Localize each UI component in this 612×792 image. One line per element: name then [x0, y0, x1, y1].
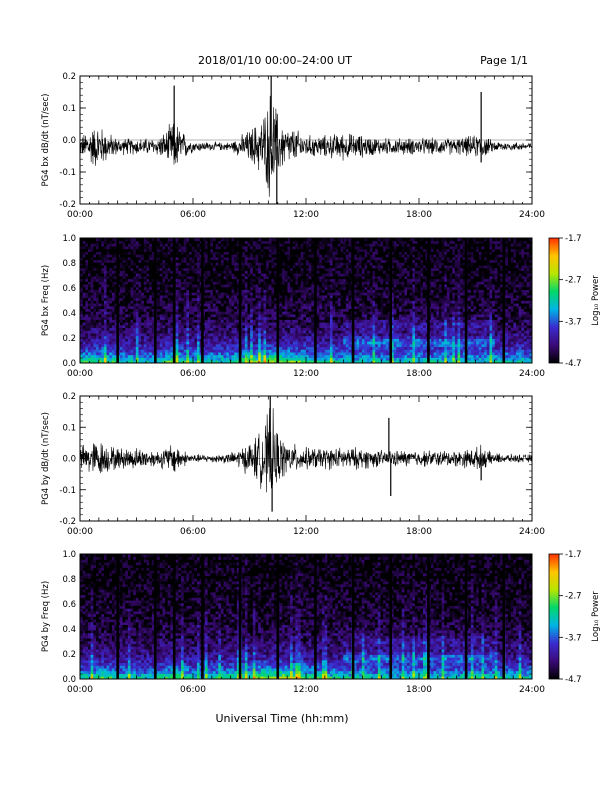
- data-gap-band: [351, 238, 355, 363]
- colorbar-tick-label: -1.7: [565, 234, 582, 244]
- data-gap-band: [238, 554, 242, 679]
- data-gap-band: [389, 554, 393, 679]
- x-tick-label: 00:00: [67, 369, 93, 379]
- data-gap-band: [464, 238, 468, 363]
- y-tick-label: 0.2: [62, 72, 76, 82]
- data-gap-band: [427, 238, 430, 363]
- spectrogram-heatmap: [80, 554, 533, 680]
- x-axis-label: Universal Time (hh:mm): [216, 712, 349, 725]
- y-tick-label: 0.0: [62, 359, 76, 369]
- y-tick-label: -0.2: [59, 200, 76, 210]
- colorbar-tick-label: -2.7: [565, 592, 582, 602]
- y-axis-label: PG4 by dB/dt (nT/sec): [41, 412, 51, 505]
- x-tick-label: 06:00: [180, 527, 206, 537]
- y-tick-label: 0.1: [62, 104, 76, 114]
- data-gap-band: [427, 554, 430, 679]
- x-tick-label: 12:00: [293, 210, 319, 220]
- page-title: 2018/01/10 00:00–24:00 UT: [198, 54, 352, 67]
- data-gap-band: [238, 238, 242, 363]
- data-gap-band: [314, 238, 317, 363]
- x-tick-label: 18:00: [406, 210, 432, 220]
- y-tick-label: 0.0: [62, 675, 76, 685]
- colorbar: [548, 237, 560, 364]
- data-gap-band: [502, 554, 506, 679]
- data-gap-band: [389, 238, 393, 363]
- data-gap-band: [172, 238, 176, 363]
- colorbar-label: Log₁₀ Power: [591, 591, 601, 642]
- data-gap-band: [201, 554, 204, 679]
- x-tick-label: 12:00: [293, 369, 319, 379]
- x-tick-label: 00:00: [67, 527, 93, 537]
- y-tick-label: -0.1: [59, 486, 76, 496]
- x-tick-label: 06:00: [180, 685, 206, 695]
- data-gap-band: [201, 238, 204, 363]
- y-tick-label: 0.6: [62, 284, 76, 294]
- x-tick-label: 12:00: [293, 527, 319, 537]
- data-gap-band: [116, 554, 119, 679]
- data-gap-band: [276, 554, 280, 679]
- colorbar-tick-label: -4.7: [565, 675, 582, 685]
- data-gap-band: [154, 554, 157, 679]
- bx-spectrogram-panel: 00:00 06:00 12:00 18:00 24:00 1.0 0.8 0.6 0.4 0.2…: [41, 234, 601, 379]
- y-axis-label: PG4 bx Freq (Hz): [41, 265, 51, 336]
- colorbar-tick-label: -4.7: [565, 359, 582, 369]
- y-tick-label: 0.4: [62, 625, 76, 635]
- data-gap-band: [172, 554, 176, 679]
- data-gap-band: [154, 238, 157, 363]
- x-tick-label: 06:00: [180, 369, 206, 379]
- y-tick-label: 1.0: [62, 234, 76, 244]
- waveform-trace: [80, 408, 532, 500]
- y-tick-label: -0.2: [59, 517, 76, 527]
- x-tick-label: 12:00: [293, 685, 319, 695]
- y-tick-label: 0.4: [62, 309, 76, 319]
- x-tick-label: 00:00: [67, 210, 93, 220]
- page-number: Page 1/1: [480, 54, 528, 67]
- y-tick-label: 0.6: [62, 600, 76, 610]
- y-tick-label: 0.2: [62, 392, 76, 402]
- colorbar-tick-label: -3.7: [565, 317, 582, 327]
- data-gap-band: [502, 238, 506, 363]
- by-spectrogram-panel: 00:00 06:00 12:00 18:00 24:00 1.0 0.8 0.6 0.4 0.2…: [41, 550, 601, 695]
- x-tick-label: 00:00: [67, 685, 93, 695]
- x-tick-label: 06:00: [180, 210, 206, 220]
- colorbar-label: Log₁₀ Power: [591, 275, 601, 326]
- spectrogram-heatmap: [80, 238, 533, 364]
- y-tick-label: 0.1: [62, 423, 76, 433]
- y-tick-label: 0.8: [62, 575, 76, 585]
- x-tick-label: 18:00: [406, 527, 432, 537]
- x-tick-label: 18:00: [406, 685, 432, 695]
- y-axis-label: PG4 bx dB/dt (nT/sec): [41, 94, 51, 187]
- y-tick-label: 0.0: [62, 136, 76, 146]
- bx-waveform-panel: 00:00 06:00 12:00 18:00 24:00 0.2 0.1 0.0 -0.1 -0…: [41, 72, 545, 220]
- by-waveform-panel: 00:00 06:00 12:00 18:00 24:00 0.2 0.1 0.0 -0.1 -0…: [41, 392, 545, 537]
- colorbar-tick-label: -1.7: [565, 550, 582, 560]
- x-tick-label: 24:00: [519, 210, 545, 220]
- x-tick-label: 24:00: [519, 685, 545, 695]
- x-tick-label: 18:00: [406, 369, 432, 379]
- waveform-trace: [80, 95, 532, 197]
- y-tick-label: 1.0: [62, 550, 76, 560]
- data-gap-band: [464, 554, 468, 679]
- colorbar-tick-label: -3.7: [565, 633, 582, 643]
- y-axis-label: PG4 by Freq (Hz): [41, 581, 51, 652]
- data-gap-band: [116, 238, 119, 363]
- data-gap-band: [351, 554, 355, 679]
- y-tick-label: 0.2: [62, 650, 76, 660]
- data-gap-band: [314, 554, 317, 679]
- y-tick-label: 0.2: [62, 334, 76, 344]
- y-tick-label: 0.0: [62, 455, 76, 465]
- colorbar: [548, 553, 560, 680]
- x-tick-label: 24:00: [519, 527, 545, 537]
- y-tick-label: 0.8: [62, 259, 76, 269]
- x-tick-label: 24:00: [519, 369, 545, 379]
- y-tick-label: -0.1: [59, 168, 76, 178]
- data-gap-band: [276, 238, 280, 363]
- colorbar-tick-label: -2.7: [565, 276, 582, 286]
